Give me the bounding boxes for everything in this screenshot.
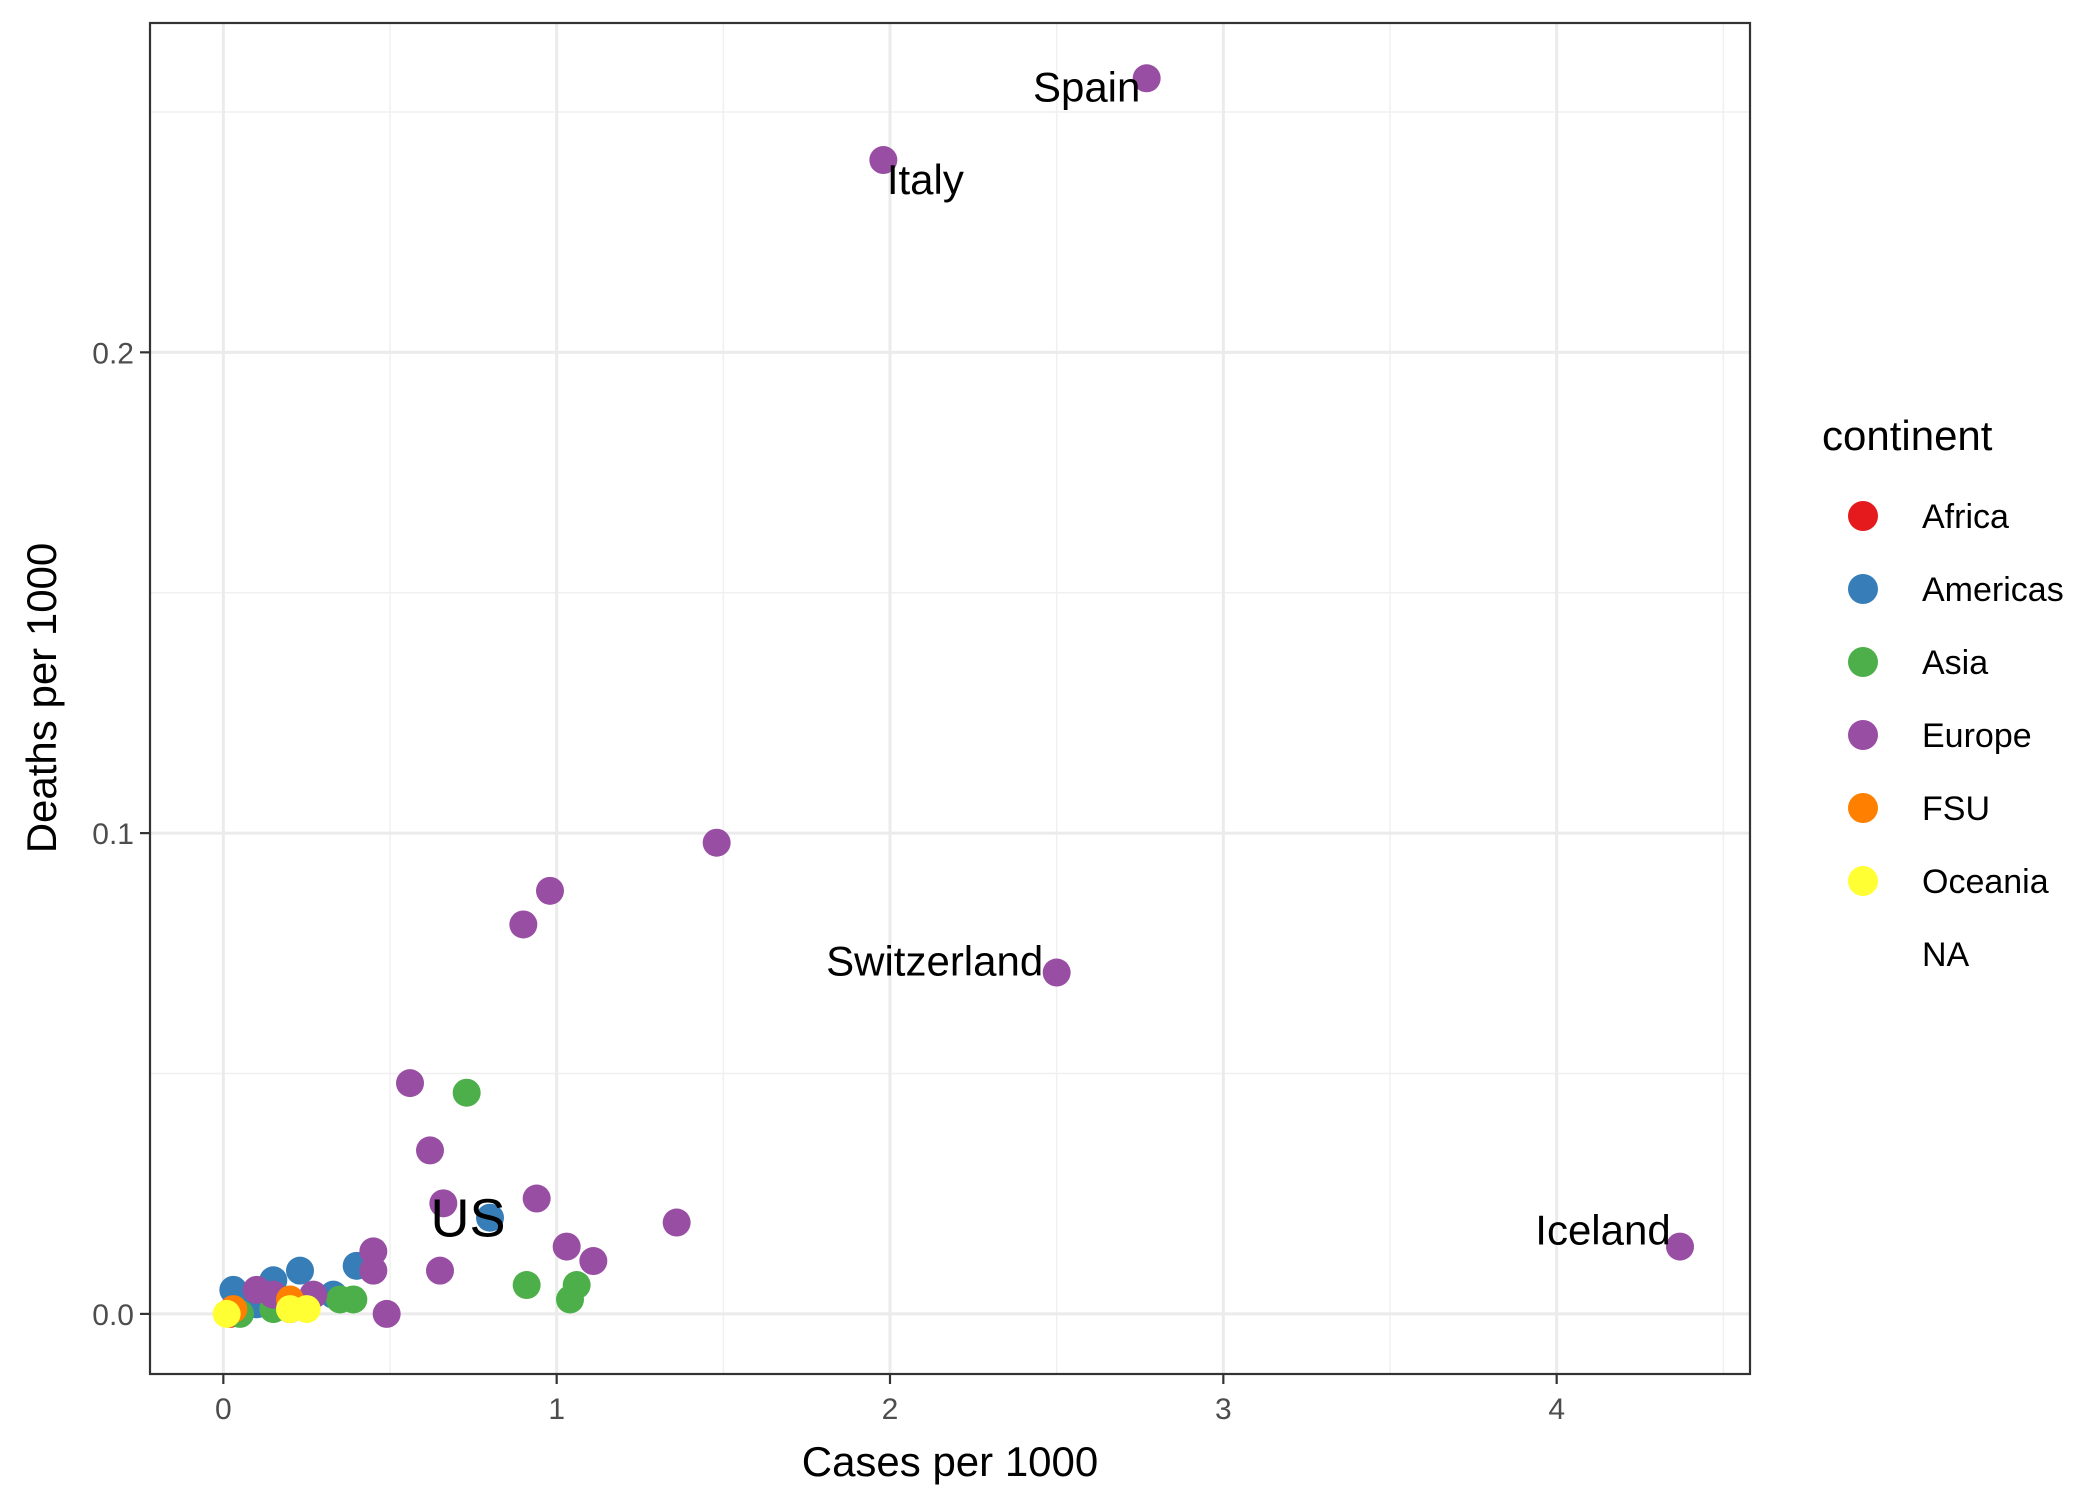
legend: continent Africa Americas Asia Europe FSU Oce… bbox=[1822, 412, 2064, 974]
point-annotations: Spain Italy Switzerland Iceland US bbox=[430, 63, 1670, 1253]
point-europe bbox=[662, 1208, 691, 1237]
annotation-iceland: Iceland bbox=[1535, 1207, 1670, 1254]
y-axis-title: Deaths per 1000 bbox=[18, 543, 65, 854]
point-oceania bbox=[292, 1295, 321, 1324]
point-europe bbox=[359, 1256, 388, 1285]
annotation-italy: Italy bbox=[887, 156, 964, 203]
y-tick-label: 0.1 bbox=[92, 818, 134, 851]
legend-label-na: NA bbox=[1922, 936, 1970, 974]
point-europe bbox=[552, 1232, 581, 1261]
legend-key-oceania bbox=[1848, 866, 1878, 896]
point-europe bbox=[509, 910, 538, 939]
annotation-us: US bbox=[430, 1189, 505, 1249]
x-tick-label: 1 bbox=[548, 1393, 565, 1426]
point-europe bbox=[522, 1184, 551, 1213]
x-tick-label: 2 bbox=[882, 1393, 899, 1426]
point-europe bbox=[1042, 958, 1071, 987]
legend-key-na bbox=[1848, 939, 1878, 969]
point-europe bbox=[1666, 1232, 1694, 1261]
legend-key-europe bbox=[1848, 720, 1878, 750]
y-tick-label: 0.0 bbox=[92, 1299, 134, 1332]
legend-label-oceania: Oceania bbox=[1922, 863, 2049, 901]
legend-key-americas bbox=[1848, 574, 1878, 604]
annotation-switzerland: Switzerland bbox=[826, 938, 1043, 985]
legend-key-asia bbox=[1848, 647, 1878, 677]
plot-border bbox=[148, 21, 1752, 1376]
legend-key-fsu bbox=[1848, 793, 1878, 823]
legend-label-fsu: FSU bbox=[1922, 790, 1990, 828]
point-europe bbox=[372, 1299, 401, 1328]
data-points bbox=[212, 64, 1694, 1328]
point-asia bbox=[452, 1078, 481, 1107]
point-americas bbox=[286, 1256, 314, 1285]
legend-label-europe: Europe bbox=[1922, 717, 2032, 755]
point-americas bbox=[219, 1275, 248, 1304]
grid-lines bbox=[150, 23, 1750, 1374]
point-asia bbox=[512, 1271, 541, 1300]
point-europe bbox=[396, 1069, 424, 1098]
point-europe bbox=[702, 828, 731, 857]
y-tick-label: 0.2 bbox=[92, 337, 134, 370]
point-oceania bbox=[212, 1299, 241, 1328]
x-axis-title: Cases per 1000 bbox=[802, 1438, 1099, 1485]
point-europe bbox=[579, 1247, 608, 1276]
legend-label-asia: Asia bbox=[1922, 644, 1988, 682]
x-tick-label: 4 bbox=[1548, 1393, 1565, 1426]
legend-title: continent bbox=[1822, 412, 1993, 459]
x-tick-label: 3 bbox=[1215, 1393, 1232, 1426]
annotation-spain: Spain bbox=[1033, 63, 1140, 110]
legend-label-africa: Africa bbox=[1922, 498, 2009, 536]
point-europe bbox=[429, 1189, 458, 1218]
point-europe bbox=[426, 1256, 454, 1285]
y-axis-ticks: 0.0 0.1 0.2 bbox=[92, 337, 150, 1332]
point-americas bbox=[476, 1203, 504, 1232]
point-europe bbox=[359, 1237, 388, 1266]
x-axis-ticks: 0 1 2 3 4 bbox=[215, 1374, 1565, 1426]
legend-label-americas: Americas bbox=[1922, 571, 2064, 609]
point-europe bbox=[1132, 64, 1161, 93]
legend-key-africa bbox=[1848, 501, 1878, 531]
x-tick-label: 0 bbox=[215, 1393, 232, 1426]
point-europe bbox=[536, 876, 564, 905]
point-asia bbox=[562, 1271, 591, 1300]
point-europe bbox=[869, 146, 898, 175]
point-asia bbox=[339, 1285, 368, 1314]
point-europe bbox=[416, 1136, 444, 1165]
